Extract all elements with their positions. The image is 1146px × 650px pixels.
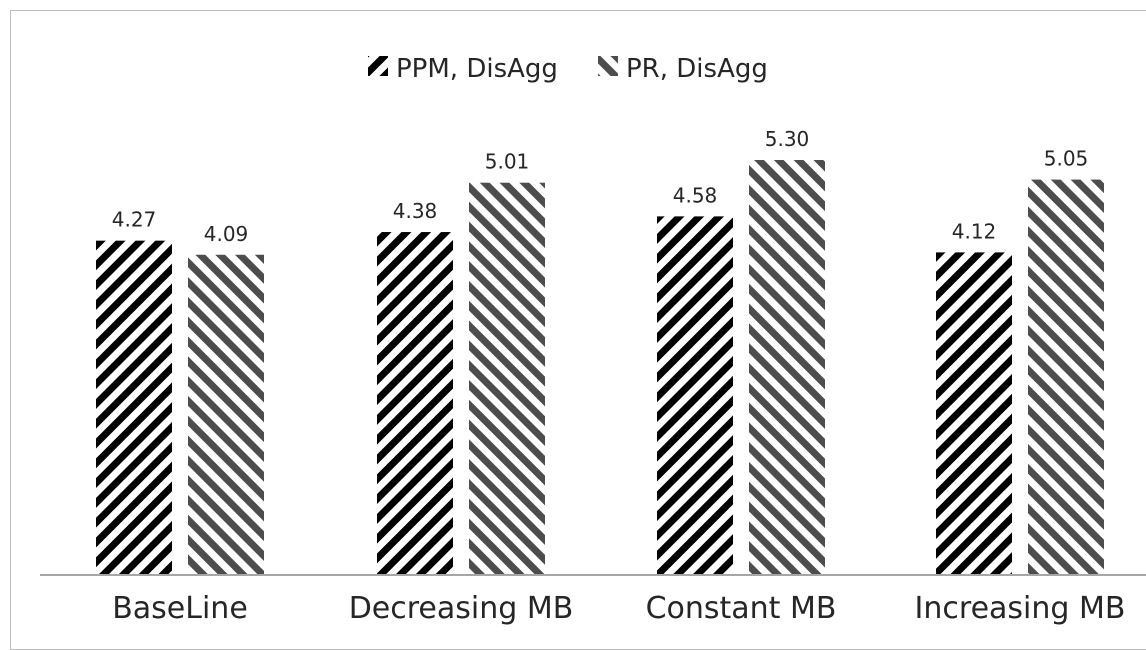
bar-pr-disagg-constant-mb — [749, 160, 825, 575]
bar-chart: PPM, DisAgg PR, DisAgg 4.274.094.385.014… — [40, 54, 1146, 626]
value-label-ppm-disagg-increasing-mb: 4.12 — [952, 219, 997, 243]
bar-ppm-disagg-constant-mb — [657, 216, 733, 576]
bar-ppm-disagg-baseline — [96, 240, 172, 575]
value-labels-group: 4.27 4.09 4.38 5.01 4.58 5.30 4.12 5.05 — [112, 127, 1089, 246]
bar-pr-disagg-baseline — [188, 254, 264, 576]
value-label-ppm-disagg-baseline: 4.27 — [112, 208, 157, 232]
value-label-ppm-disagg-constant-mb: 4.58 — [673, 183, 718, 207]
value-label-pr-disagg-baseline: 4.09 — [204, 222, 249, 246]
category-label-baseline: BaseLine — [112, 591, 248, 626]
legend-swatch-pr-disagg — [598, 56, 618, 76]
value-label-ppm-disagg-decreasing-mb: 4.38 — [393, 199, 438, 223]
legend-swatch-ppm-disagg — [368, 56, 388, 76]
legend: PPM, DisAgg PR, DisAgg — [368, 54, 768, 84]
category-label-decreasing-mb: Decreasing MB — [349, 591, 574, 626]
bars-group — [96, 160, 1104, 576]
bar-pr-disagg-increasing-mb — [1028, 179, 1104, 575]
bar-ppm-disagg-decreasing-mb — [377, 232, 453, 575]
legend-label-ppm-disagg: PPM, DisAgg — [396, 54, 558, 84]
bar-ppm-disagg-increasing-mb — [936, 252, 1012, 576]
value-label-pr-disagg-decreasing-mb: 5.01 — [485, 150, 530, 174]
category-labels: BaseLine Decreasing MB Constant MB Incre… — [112, 591, 1125, 626]
legend-label-pr-disagg: PR, DisAgg — [626, 54, 768, 84]
category-label-constant-mb: Constant MB — [646, 591, 837, 626]
value-label-pr-disagg-increasing-mb: 5.05 — [1044, 147, 1089, 171]
category-label-increasing-mb: Increasing MB — [915, 591, 1126, 626]
bar-pr-disagg-decreasing-mb — [469, 182, 545, 576]
value-label-pr-disagg-constant-mb: 5.30 — [765, 127, 810, 151]
